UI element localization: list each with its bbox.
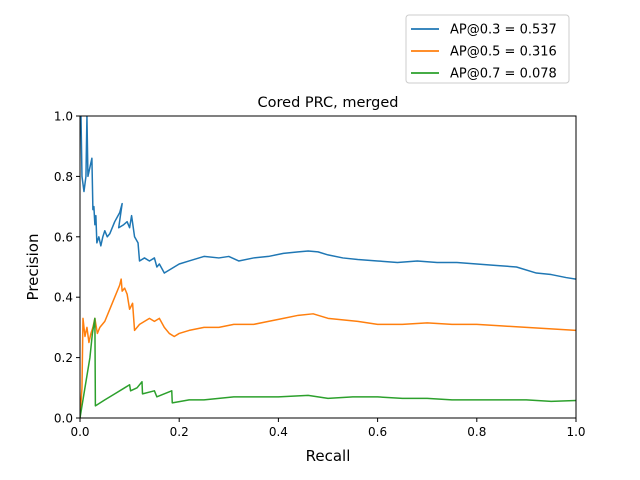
series-line-2 (80, 278, 576, 418)
y-tick-label: 0.4 (54, 291, 73, 305)
y-tick-label: 0.2 (54, 351, 73, 365)
x-tick-label: 0.2 (170, 425, 189, 439)
legend: AP@0.3 = 0.537 AP@0.5 = 0.316 AP@0.7 = 0.0… (405, 14, 570, 84)
plot-area (80, 116, 576, 418)
y-tick-label: 0.8 (54, 170, 73, 184)
chart-title: Cored PRC, merged (258, 95, 399, 111)
series-line-1 (80, 116, 576, 280)
x-tick-label: 0.8 (467, 425, 486, 439)
y-tick-label: 0.0 (54, 412, 73, 426)
x-tick-label: 0.4 (269, 425, 288, 439)
axes-frame (79, 115, 577, 419)
x-tick-label: 1.0 (566, 425, 585, 439)
y-tick-label: 0.6 (54, 230, 73, 244)
axis-ticks: 0.0 0.2 0.4 0.6 0.8 1.0 0.0 0.2 0.4 0.6 0.8 1.0 (54, 110, 586, 440)
y-tick-label: 1.0 (54, 110, 73, 124)
legend-label-2: AP@0.5 = 0.316 (450, 45, 557, 60)
legend-label-3: AP@0.7 = 0.078 (450, 67, 557, 82)
x-axis-label: Recall (306, 447, 351, 465)
y-axis-label: Precision (24, 234, 42, 301)
series-line-3 (80, 317, 576, 418)
x-tick-label: 0.6 (368, 425, 387, 439)
legend-label-1: AP@0.3 = 0.537 (450, 23, 557, 38)
legend-box (405, 14, 570, 84)
x-tick-label: 0.0 (70, 425, 89, 439)
